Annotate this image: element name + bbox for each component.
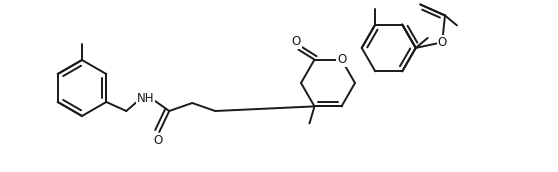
Text: NH: NH [137,93,154,105]
Text: O: O [337,53,346,66]
Text: O: O [437,36,447,49]
Text: O: O [153,133,163,147]
Text: O: O [292,35,301,48]
